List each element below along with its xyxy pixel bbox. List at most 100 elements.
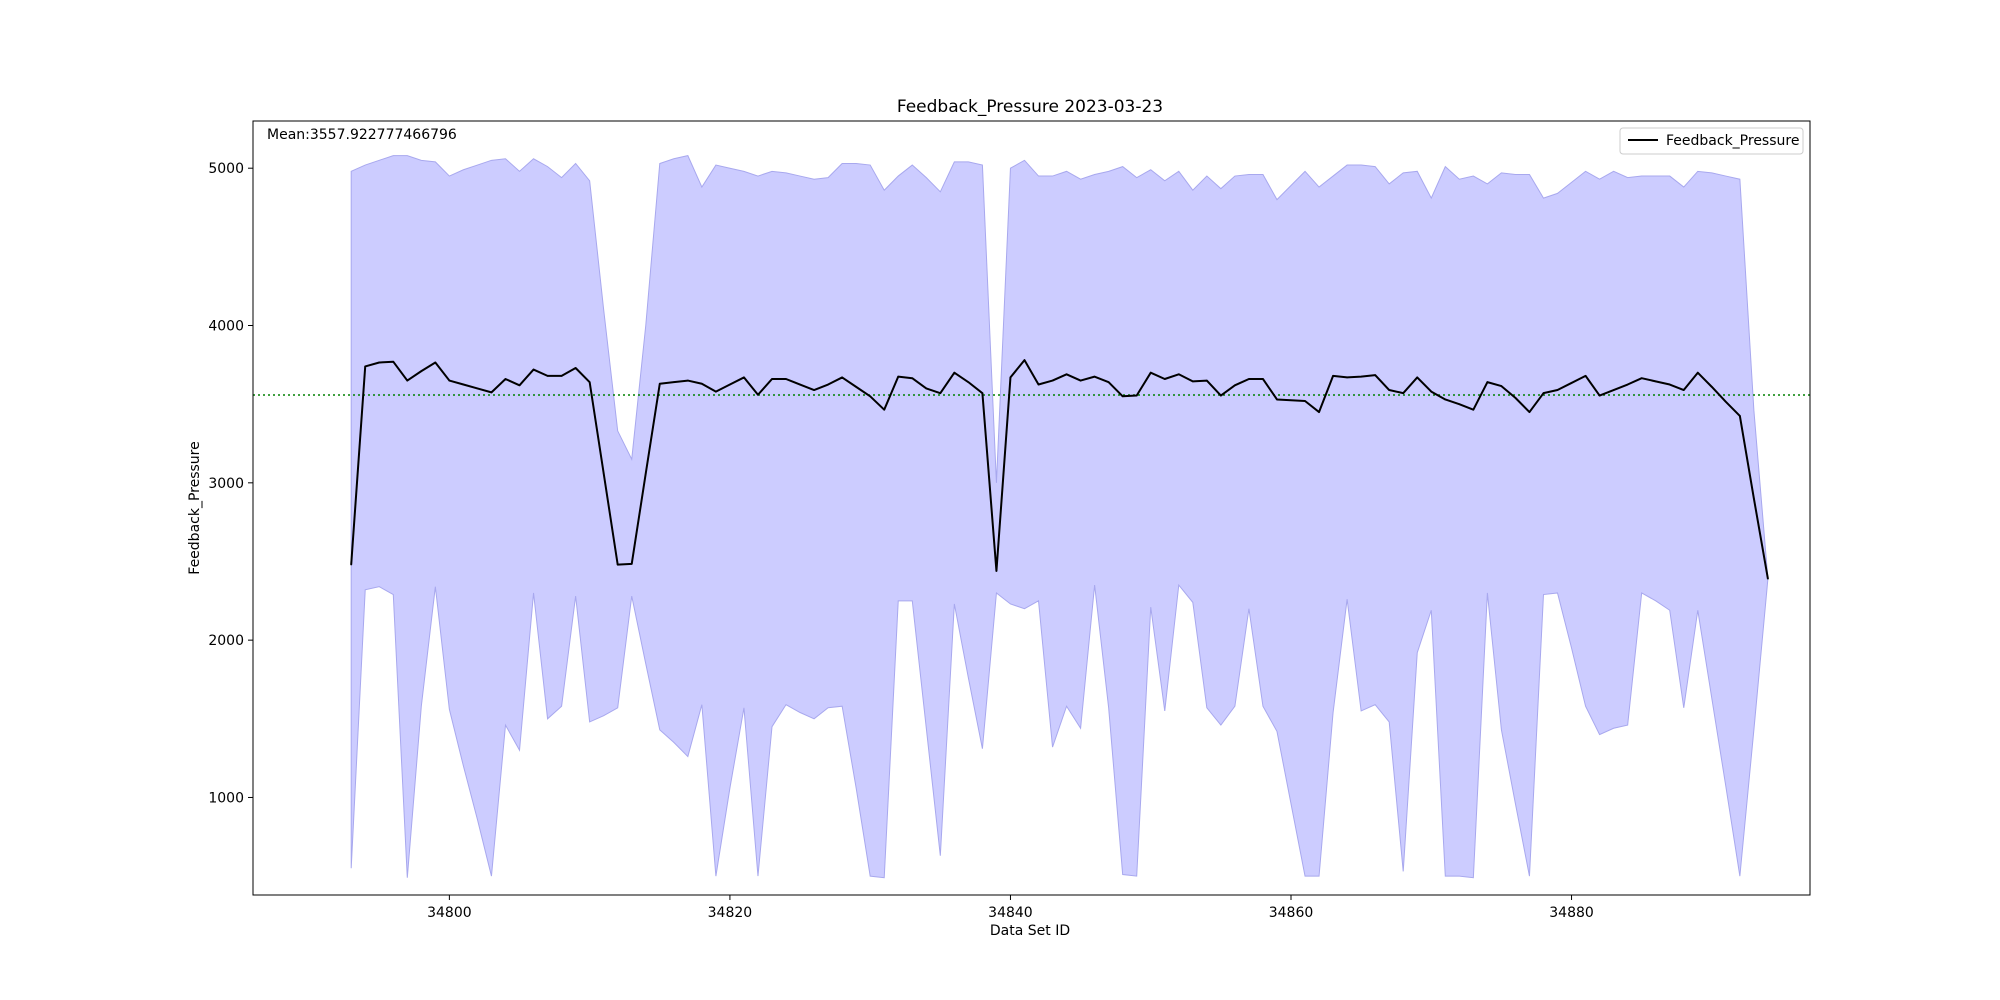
data-point xyxy=(1416,376,1419,379)
confidence-band-layer xyxy=(350,155,1769,879)
data-point xyxy=(560,375,563,377)
x-axis-ticks: 34800 34820 34840 34860 34880 xyxy=(427,895,1594,921)
data-point xyxy=(476,387,479,390)
data-point xyxy=(1262,378,1264,380)
data-point xyxy=(1248,378,1250,380)
data-point xyxy=(939,392,942,394)
data-point xyxy=(1206,379,1208,382)
data-point xyxy=(1276,398,1278,401)
data-point xyxy=(1626,383,1629,386)
y-tick-label: 4000 xyxy=(208,319,244,335)
data-point xyxy=(1290,399,1292,402)
data-point xyxy=(1725,401,1727,403)
data-point xyxy=(967,381,970,383)
data-point xyxy=(1668,383,1671,386)
x-tick-label: 34860 xyxy=(1269,905,1314,921)
y-tick-label: 2000 xyxy=(208,633,244,649)
data-point xyxy=(350,563,352,566)
x-tick-label: 34840 xyxy=(988,905,1033,921)
data-point xyxy=(911,377,914,380)
data-point xyxy=(1037,383,1040,386)
data-point xyxy=(1234,384,1236,387)
data-point xyxy=(799,383,801,386)
data-point xyxy=(687,379,689,382)
data-point xyxy=(883,408,886,411)
data-point xyxy=(1065,373,1068,376)
data-point xyxy=(1458,403,1461,405)
confidence-band xyxy=(350,155,1769,879)
data-point xyxy=(1598,394,1601,397)
y-tick-label: 1000 xyxy=(208,790,244,806)
data-point xyxy=(729,383,731,386)
data-point xyxy=(546,375,549,377)
data-point xyxy=(588,381,591,383)
data-point xyxy=(518,384,521,387)
data-point xyxy=(602,472,605,475)
data-point xyxy=(1220,394,1222,397)
data-point xyxy=(1472,408,1475,411)
data-point xyxy=(1318,411,1320,413)
data-point xyxy=(1696,371,1699,374)
y-axis-ticks: 1000 2000 3000 4000 5000 xyxy=(208,161,253,806)
data-point xyxy=(364,365,367,368)
data-point xyxy=(1079,379,1082,382)
data-point xyxy=(701,382,703,385)
data-point xyxy=(869,395,871,398)
data-point xyxy=(1346,376,1348,379)
data-point xyxy=(1711,386,1713,388)
data-point xyxy=(1753,497,1755,500)
data-point xyxy=(1402,392,1405,394)
data-point xyxy=(630,563,633,565)
plot-area-frame xyxy=(252,120,1811,896)
data-point xyxy=(1556,389,1559,391)
legend-entry-feedback-pressure: Feedback_Pressure xyxy=(1666,133,1799,149)
data-point xyxy=(1107,381,1110,383)
data-point xyxy=(1135,394,1138,397)
data-point xyxy=(378,361,381,364)
data-point xyxy=(743,376,745,379)
data-point xyxy=(1654,380,1657,383)
data-point xyxy=(1500,385,1503,387)
data-point xyxy=(420,370,423,372)
data-point xyxy=(392,360,395,363)
data-point xyxy=(574,367,577,369)
data-point xyxy=(1739,415,1741,417)
data-point xyxy=(490,391,493,394)
data-point xyxy=(673,381,675,383)
series-line-feedback-pressure xyxy=(350,359,1769,579)
data-point xyxy=(855,386,857,388)
x-axis-label: Data Set ID xyxy=(990,923,1070,939)
data-point xyxy=(1163,378,1166,380)
data-point xyxy=(658,382,661,385)
x-tick-label: 34820 xyxy=(708,905,753,921)
data-point xyxy=(771,378,773,380)
data-point xyxy=(1304,400,1306,402)
y-tick-label: 5000 xyxy=(208,161,244,177)
data-point xyxy=(1121,395,1124,398)
legend-box xyxy=(1619,127,1804,155)
data-point xyxy=(841,376,843,379)
legend: Feedback_Pressure xyxy=(1619,127,1804,155)
data-point xyxy=(1444,398,1447,401)
data-point xyxy=(1486,381,1489,383)
data-point xyxy=(1374,374,1376,376)
series-line-layer xyxy=(350,359,1769,580)
x-tick-label: 34880 xyxy=(1549,905,1594,921)
data-point xyxy=(1612,389,1615,391)
data-point xyxy=(827,383,829,386)
data-point xyxy=(1332,375,1334,377)
data-point xyxy=(504,378,507,380)
data-point xyxy=(813,389,815,391)
data-point xyxy=(1640,377,1643,380)
data-point xyxy=(1767,577,1769,580)
data-point xyxy=(1192,380,1194,383)
data-point xyxy=(953,371,956,374)
data-point xyxy=(1149,371,1152,374)
data-point xyxy=(715,390,717,393)
data-point xyxy=(1051,379,1054,382)
data-point xyxy=(462,383,465,386)
data-point xyxy=(1682,389,1685,391)
mean-annotation: Mean:3557.922777466796 xyxy=(267,127,457,143)
data-point xyxy=(981,392,984,394)
